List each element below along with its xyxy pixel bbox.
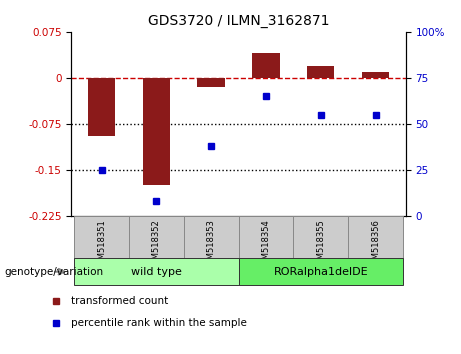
Bar <box>348 216 403 258</box>
Bar <box>184 216 239 258</box>
Bar <box>362 72 389 78</box>
Bar <box>74 216 129 258</box>
Bar <box>143 78 170 185</box>
Text: GSM518354: GSM518354 <box>261 219 271 270</box>
Text: GSM518355: GSM518355 <box>316 219 325 270</box>
Bar <box>239 258 403 285</box>
Text: GSM518351: GSM518351 <box>97 219 106 270</box>
Text: genotype/variation: genotype/variation <box>5 267 104 277</box>
Bar <box>129 216 184 258</box>
Title: GDS3720 / ILMN_3162871: GDS3720 / ILMN_3162871 <box>148 14 329 28</box>
Bar <box>239 216 293 258</box>
Text: transformed count: transformed count <box>71 296 168 307</box>
Text: percentile rank within the sample: percentile rank within the sample <box>71 318 247 328</box>
Text: GSM518352: GSM518352 <box>152 219 161 270</box>
Text: GSM518353: GSM518353 <box>207 219 216 270</box>
Text: RORalpha1delDE: RORalpha1delDE <box>273 267 368 277</box>
Text: GSM518356: GSM518356 <box>371 219 380 270</box>
Bar <box>74 258 239 285</box>
Bar <box>88 78 115 136</box>
Bar <box>197 78 225 87</box>
Bar <box>307 65 334 78</box>
Bar <box>252 53 280 78</box>
Bar <box>293 216 348 258</box>
Text: wild type: wild type <box>131 267 182 277</box>
